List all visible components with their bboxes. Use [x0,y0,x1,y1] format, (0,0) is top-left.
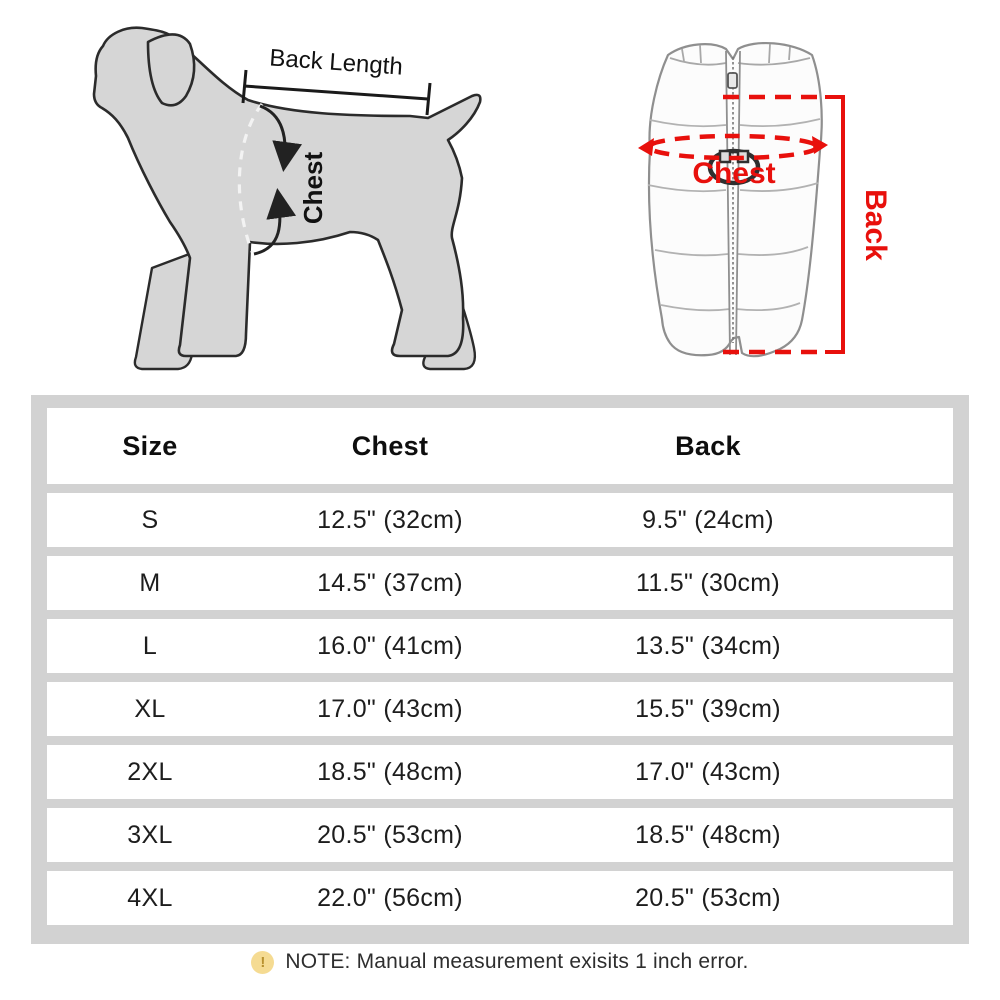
cell-size: M [139,568,161,597]
chest-arrow-down [259,104,303,172]
cell-size: L [142,631,158,660]
table-row: 2XL 18.5" (48cm) 17.0" (43cm) [47,745,953,799]
chest-arrow-up [253,188,297,256]
cell-back: 9.5" (24cm) [642,505,774,534]
dog-chest-label: Chest [298,152,328,225]
back-length-label: Back Length [269,44,404,80]
vest-back-label: Back [859,189,890,261]
vest-collar-lines [669,43,811,66]
size-table: Size Chest Back S 12.5" (32cm) 9.5" (24c… [31,395,969,944]
cell-chest: 20.5" (53cm) [317,820,463,849]
cell-back: 20.5" (53cm) [635,883,781,912]
table-row: M 14.5" (37cm) 11.5" (30cm) [47,556,953,610]
vest-outline [647,42,823,358]
table-row: 3XL 20.5" (53cm) 18.5" (48cm) [47,808,953,862]
warning-icon-glyph: ! [260,953,266,971]
cell-back: 13.5" (34cm) [635,631,781,660]
warning-icon: ! [251,950,275,974]
cell-chest: 14.5" (37cm) [317,568,463,597]
table-row: S 12.5" (32cm) 9.5" (24cm) [47,493,953,547]
cell-chest: 17.0" (43cm) [317,694,463,723]
chest-girth-dashed-line [237,103,264,253]
cell-size: 3XL [127,820,173,849]
note-bar: ! NOTE: Manual measurement exisits 1 inc… [0,950,1000,974]
header-chest: Chest [351,430,429,461]
vest-back-annotation [723,94,845,355]
cell-chest: 12.5" (32cm) [317,505,463,534]
cell-back: 11.5" (30cm) [635,568,780,597]
cell-back: 15.5" (39cm) [635,694,781,723]
vest-chest-annotation [638,133,828,161]
cell-back: 18.5" (48cm) [635,820,781,849]
cell-chest: 18.5" (48cm) [317,757,463,786]
cell-size: 4XL [127,883,173,912]
cell-chest: 16.0" (41cm) [317,631,463,660]
dog-ear [146,33,196,107]
cell-size: S [141,505,159,534]
cell-size: XL [134,694,166,723]
note-text: NOTE: Manual measurement exisits 1 inch … [285,950,749,973]
dog-measure-diagram: Back Length Chest [92,26,482,371]
table-row: L 16.0" (41cm) 13.5" (34cm) [47,619,953,673]
cell-chest: 22.0" (56cm) [317,883,463,912]
vest-chest-label: Chest [692,157,775,190]
table-row: XL 17.0" (43cm) 15.5" (39cm) [47,682,953,736]
cell-size: 2XL [127,757,173,786]
vest-zipper [725,50,741,356]
table-row: 4XL 22.0" (56cm) 20.5" (53cm) [47,871,953,925]
cell-back: 17.0" (43cm) [635,757,781,786]
table-header-row: Size Chest Back [47,408,953,484]
vest-measure-diagram: Chest Back [638,42,890,358]
back-length-dimension [241,69,432,116]
vest-quilt-lines [647,118,821,312]
header-size: Size [122,430,178,461]
header-back: Back [675,430,741,461]
